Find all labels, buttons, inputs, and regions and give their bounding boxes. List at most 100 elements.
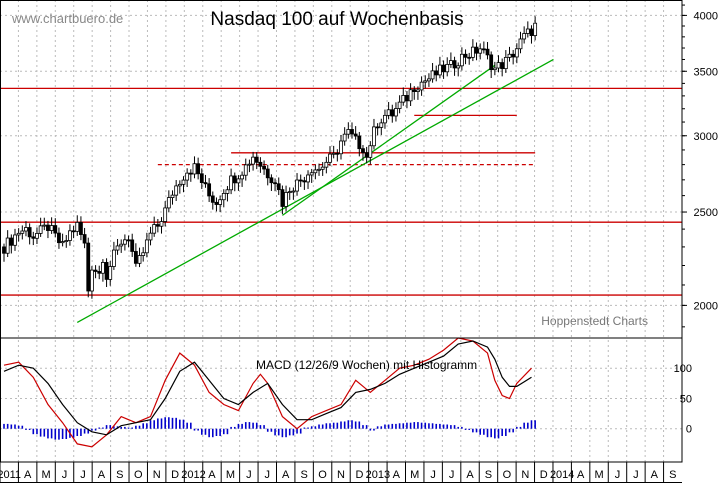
candle-body (269, 177, 274, 184)
candle-body (31, 236, 36, 239)
candle-body (101, 262, 105, 274)
candle-body (397, 101, 402, 109)
candle-body (155, 224, 160, 227)
candle-body (104, 262, 109, 280)
candle-body (383, 114, 387, 124)
candle-body (306, 174, 310, 183)
x-axis-label: A (24, 469, 32, 481)
candle-body (254, 156, 259, 163)
macd-lines (3, 337, 532, 448)
y-axis-label: 100 (674, 363, 692, 375)
x-axis-label: 2011 (0, 469, 21, 481)
candle-body (236, 178, 241, 184)
candle-body (111, 249, 116, 267)
y-axis-label: 0 (686, 424, 692, 436)
y-axis-label: 2000 (694, 300, 718, 312)
x-axis-label: A (208, 469, 216, 481)
candle-body (64, 240, 69, 242)
candle-body (492, 67, 497, 71)
trend-line (282, 64, 496, 216)
x-axis-label: J (62, 469, 68, 481)
x-axis-labels: 2011 A M J J A S O N D 2012 A M J J A S O N D 2013 A M J J A S O N D 2… (0, 462, 676, 483)
candle-body (372, 126, 376, 147)
x-axis-label: O (134, 469, 143, 481)
x-axis-label: M (594, 469, 603, 481)
x-axis-label: N (521, 469, 529, 481)
candle-body (364, 152, 369, 158)
candle-body (423, 80, 428, 83)
candle-body (185, 172, 190, 181)
candle-body (119, 243, 124, 247)
source-label: Hoppenstedt Charts (541, 314, 648, 328)
candle-body (207, 183, 212, 197)
candle-body (262, 165, 266, 170)
candle-body (317, 168, 321, 171)
candle-body (379, 122, 384, 128)
candle-body (489, 54, 494, 71)
candle-body (496, 62, 501, 69)
candle-body (416, 89, 420, 92)
candle-body (86, 242, 91, 292)
candle-body (474, 46, 479, 54)
candle-body (518, 38, 523, 50)
candle-body (427, 78, 431, 82)
candle-body (53, 225, 58, 234)
macd-histogram (3, 417, 536, 440)
candle-body (302, 180, 307, 183)
x-axis-label: J (449, 469, 455, 481)
candle-body (375, 126, 380, 129)
candle-body (225, 189, 230, 194)
candle-body (342, 133, 347, 142)
x-axis-label: M (226, 469, 235, 481)
x-axis-label: J (615, 469, 621, 481)
candle-body (16, 232, 21, 236)
candle-body (357, 135, 362, 150)
price-series (2, 16, 538, 299)
candle-body (448, 60, 453, 65)
y-axis-labels: 2000 2500 3000 3500 4000 0 50 100 (674, 4, 718, 436)
candle-body (218, 199, 223, 205)
candle-body (247, 163, 252, 166)
candle-body (24, 227, 28, 232)
trend-lines (76, 58, 554, 324)
candle-body (42, 224, 47, 227)
x-axis-label: M (410, 469, 419, 481)
x-axis-label: 2012 (181, 469, 205, 481)
candle-body (265, 168, 270, 179)
candle-body (5, 237, 10, 254)
candle-body (390, 109, 395, 117)
candle-body (97, 271, 102, 274)
candle-body (470, 46, 475, 58)
candle-body (419, 81, 424, 91)
x-axis-label: J (246, 469, 252, 481)
candle-body (511, 53, 516, 58)
candle-body (181, 179, 186, 185)
x-axis-label: 2013 (366, 469, 390, 481)
x-axis-label: D (355, 469, 363, 481)
x-axis-label: N (337, 469, 345, 481)
candle-body (90, 269, 94, 292)
x-axis-label: 2014 (550, 469, 574, 481)
candle-body (9, 237, 14, 246)
candle-body (221, 192, 226, 201)
candle-body (273, 182, 277, 185)
candle-body (353, 133, 358, 137)
candle-body (60, 241, 65, 244)
macd-line (3, 337, 532, 448)
candle-body (141, 252, 146, 256)
candle-body (456, 65, 461, 69)
trend-line (76, 58, 554, 324)
x-axis-label: O (503, 469, 512, 481)
y-axis-label: 50 (680, 393, 692, 405)
candle-body (152, 224, 157, 234)
x-axis-label: N (153, 469, 161, 481)
candle-body (452, 60, 457, 69)
x-axis-label: A (651, 469, 659, 481)
candle-body (324, 161, 329, 168)
candle-body (229, 175, 234, 191)
candle-body (280, 189, 285, 207)
candle-body (258, 161, 263, 167)
candle-body (243, 164, 248, 176)
